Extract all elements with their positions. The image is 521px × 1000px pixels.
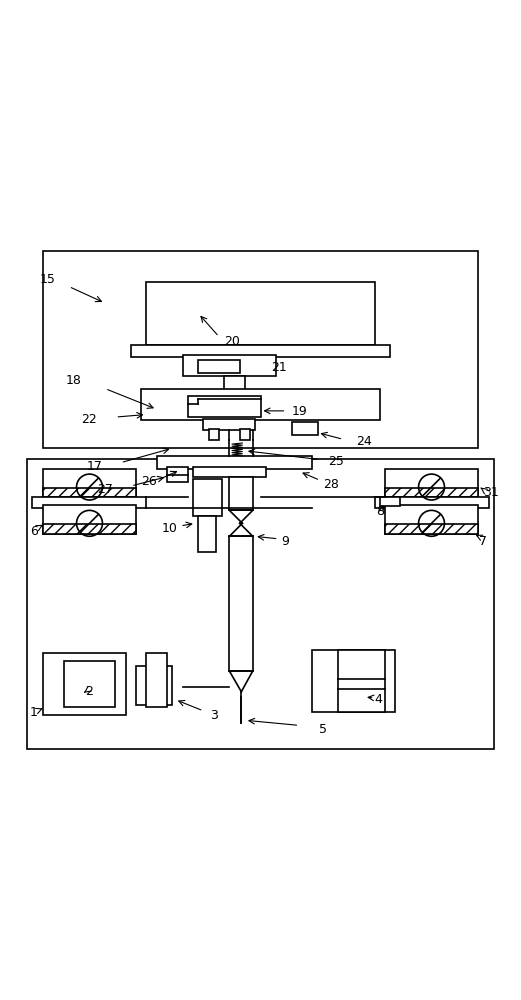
Bar — [380, 497, 401, 506]
Text: 7: 7 — [479, 535, 487, 548]
Bar — [229, 536, 253, 671]
Bar — [199, 516, 216, 552]
Text: 9: 9 — [281, 535, 289, 548]
Bar — [167, 467, 188, 482]
Bar — [64, 661, 115, 707]
Text: 25: 25 — [328, 455, 344, 468]
Bar — [199, 360, 240, 373]
Text: 6: 6 — [30, 525, 38, 538]
Text: 5: 5 — [319, 723, 327, 736]
Text: 27: 27 — [97, 483, 113, 496]
Text: 28: 28 — [322, 478, 339, 491]
Text: 21: 21 — [271, 361, 287, 374]
Bar — [229, 477, 253, 510]
Bar — [375, 497, 489, 508]
Bar — [183, 355, 276, 376]
Text: 24: 24 — [356, 435, 372, 448]
Text: 2: 2 — [85, 685, 93, 698]
Bar — [338, 650, 385, 712]
Bar — [385, 505, 478, 534]
Bar — [204, 419, 255, 430]
Bar — [146, 653, 167, 707]
Bar — [43, 505, 136, 534]
Bar — [224, 376, 245, 391]
Bar — [131, 345, 390, 357]
Bar — [292, 422, 317, 435]
Text: 22: 22 — [82, 413, 97, 426]
Text: 1: 1 — [30, 706, 38, 719]
Text: 17: 17 — [86, 460, 103, 473]
Bar — [385, 488, 478, 497]
Bar — [141, 389, 380, 420]
Bar — [385, 524, 478, 534]
Text: 8: 8 — [376, 505, 383, 518]
Bar — [43, 524, 136, 534]
Text: 3: 3 — [210, 709, 218, 722]
Text: 18: 18 — [66, 374, 82, 387]
Bar — [240, 429, 250, 440]
Bar — [157, 456, 312, 469]
Text: 31: 31 — [483, 486, 499, 499]
Bar — [188, 396, 260, 417]
Text: 15: 15 — [40, 273, 56, 286]
Bar — [385, 469, 478, 497]
Bar — [146, 282, 375, 345]
Bar — [193, 479, 221, 516]
Bar — [43, 251, 478, 448]
Bar — [312, 650, 395, 712]
Bar — [27, 459, 494, 749]
Bar — [193, 467, 266, 477]
Text: 4: 4 — [375, 693, 382, 706]
Text: 26: 26 — [141, 475, 157, 488]
Bar — [32, 497, 146, 508]
Text: 19: 19 — [292, 405, 307, 418]
Text: 10: 10 — [162, 522, 178, 535]
Text: 20: 20 — [224, 335, 240, 348]
Polygon shape — [271, 464, 302, 479]
Bar — [43, 469, 136, 497]
Bar — [43, 653, 126, 715]
Bar — [43, 488, 136, 497]
Bar — [209, 429, 219, 440]
Bar — [136, 666, 172, 705]
